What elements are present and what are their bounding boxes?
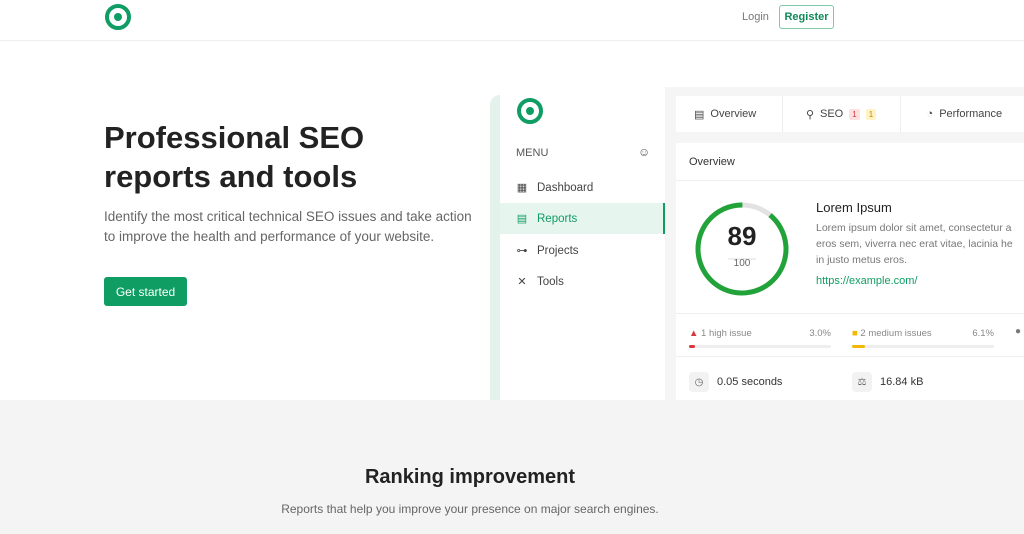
issue-pct: 6.1%	[972, 328, 994, 339]
medium-issue-badge: 1	[865, 108, 877, 120]
load-time-metric: ◷ 0.05 seconds	[689, 372, 782, 392]
divider	[676, 356, 1024, 357]
get-started-button[interactable]: Get started	[104, 277, 187, 306]
hero-title: Professional SEO reports and tools	[104, 120, 365, 194]
overview-card: Overview 89 100 Lorem Ipsum Lorem ipsum …	[676, 143, 1024, 400]
sidebar-item-label: Projects	[537, 244, 579, 257]
score-ring	[695, 202, 789, 296]
issue-bar-fill	[852, 345, 865, 348]
issue-pct: 3.0%	[809, 328, 831, 339]
tab-overview[interactable]: ▤ Overview	[676, 96, 783, 132]
tab-label: SEO	[820, 108, 844, 120]
desc-line: eros sem, viverra nec erat vitae, lacini…	[816, 238, 1013, 250]
features-section	[0, 400, 1024, 534]
app-mockup: MENU ☺ ▦ Dashboard ▤ Reports ⊶ Projects ✕ To…	[500, 87, 1024, 400]
site-description: Lorem ipsum dolor sit amet, consectetur …	[816, 220, 1024, 268]
page-size-metric: ⚖ 16.84 kB	[852, 372, 923, 392]
tab-performance[interactable]: ◔ Performance	[901, 96, 1024, 132]
card-title: Overview	[689, 156, 735, 168]
hero-subtitle: Identify the most critical technical SEO…	[104, 209, 472, 244]
section-subtitle: Reports that help you improve your prese…	[281, 502, 659, 516]
sidebar-item-projects[interactable]: ⊶ Projects	[500, 235, 665, 266]
high-issues: ▲ 1 high issue 3.0%	[689, 328, 831, 348]
desc-line: Lorem ipsum dolor sit amet, consectetur …	[816, 222, 1012, 234]
sidebar-item-reports[interactable]: ▤ Reports	[500, 203, 665, 234]
logo-icon[interactable]	[105, 4, 131, 30]
score-value: 89	[727, 221, 757, 251]
sidebar-item-label: Dashboard	[537, 181, 594, 194]
desc-line: in justo metus eros.	[816, 254, 908, 266]
report-icon: ▤	[516, 213, 528, 225]
search-icon: ⚲	[805, 108, 814, 121]
timer-icon: ◷	[689, 372, 709, 392]
sidebar-item-label: Reports	[537, 212, 578, 225]
tools-icon: ✕	[517, 276, 527, 288]
site-header: Login Register	[0, 0, 1024, 41]
divider	[676, 313, 1024, 314]
score-max: 100	[733, 258, 751, 269]
sidebar-item-dashboard[interactable]: ▦ Dashboard	[500, 172, 665, 203]
medium-issues: ■ 2 medium issues 6.1%	[852, 328, 994, 348]
circle-icon: ●	[1015, 326, 1022, 337]
issue-label: 1 high issue	[701, 328, 752, 339]
menu-label: MENU	[516, 147, 549, 159]
gauge-icon: ◔	[926, 108, 934, 120]
mockup-sidebar: MENU ☺ ▦ Dashboard ▤ Reports ⊶ Projects ✕ To…	[500, 87, 665, 400]
divider	[676, 180, 1024, 181]
tab-seo[interactable]: ⚲ SEO 1 1	[783, 96, 901, 132]
scale-icon: ⚖	[852, 372, 872, 392]
issue-bar-fill	[689, 345, 696, 348]
issue-label: 2 medium issues	[860, 328, 932, 339]
hierarchy-icon: ⊶	[516, 245, 528, 257]
register-button[interactable]: Register	[779, 5, 834, 29]
mockup-tabs: ▤ Overview ⚲ SEO 1 1 ◔ Performance	[676, 96, 1024, 132]
site-url-link[interactable]: https://example.com/	[816, 275, 918, 287]
login-link[interactable]: Login	[742, 11, 769, 23]
list-icon: ▤	[694, 108, 705, 121]
logo-icon	[517, 98, 543, 124]
tab-label: Performance	[939, 108, 1003, 120]
high-issue-badge: 1	[849, 108, 860, 120]
grid-icon: ▦	[516, 182, 528, 194]
tab-label: Overview	[710, 108, 757, 120]
sidebar-item-tools[interactable]: ✕ Tools	[500, 266, 665, 297]
metric-value: 16.84 kB	[880, 376, 924, 388]
square-icon: ■	[852, 328, 858, 339]
metric-value: 0.05 seconds	[717, 376, 783, 388]
section-title: Ranking improvement	[364, 466, 576, 488]
warning-triangle-icon: ▲	[689, 328, 699, 339]
site-title: Lorem Ipsum	[816, 200, 892, 215]
sidebar-item-label: Tools	[537, 275, 564, 288]
palette-icon[interactable]: ☺	[638, 145, 651, 159]
